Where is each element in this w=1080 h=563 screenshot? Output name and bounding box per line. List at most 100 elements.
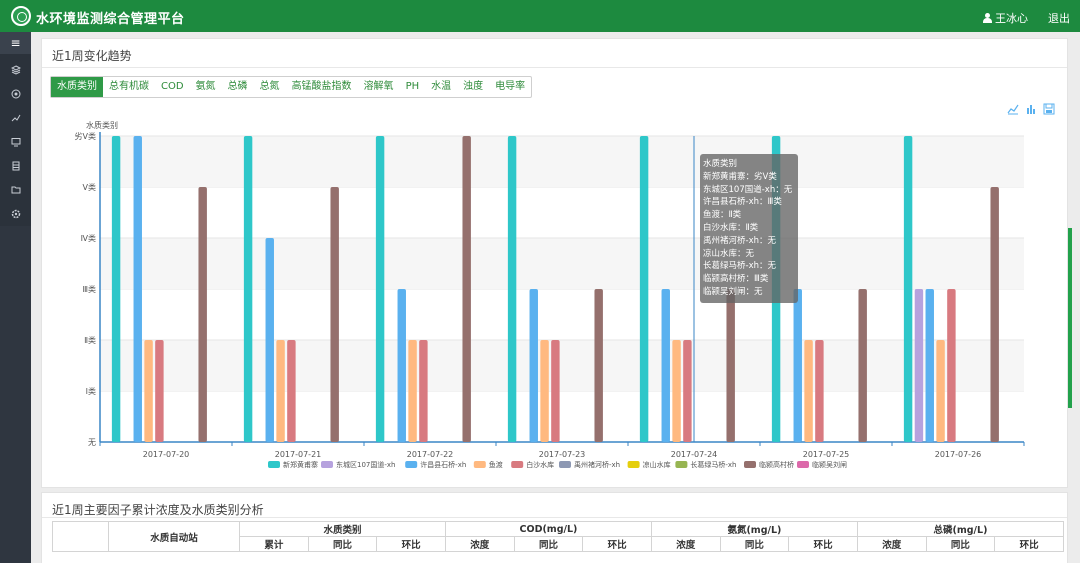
group-header: COD(mg/L) <box>444 521 652 537</box>
legend-swatch <box>559 461 571 468</box>
tab-10[interactable]: 浊度 <box>463 81 484 92</box>
divider <box>42 67 1067 68</box>
x-tick-label: 2017-07-23 <box>539 450 586 459</box>
x-tick-label: 2017-07-20 <box>143 450 190 459</box>
summary-panel: 近1周主要因子累计浓度及水质类别分析 水质自动站 水质类别 COD(mg/L) 氨氮(… <box>41 492 1068 563</box>
chart-tooltip: 水质类别 新郑黄甫寨：劣Ⅴ类 东城区107国道-xh：无 许昌县石桥-xh：Ⅲ类 鱼渡… <box>700 154 798 303</box>
sub-header: 浓度 <box>444 536 515 552</box>
legend-label: 禹州褚河桥-xh <box>574 460 620 469</box>
table-corner-cell <box>52 521 109 552</box>
legend-label: 鱼渡 <box>489 460 503 469</box>
menu-toggle-icon[interactable]: ≡ <box>0 32 31 54</box>
sub-header: 环比 <box>582 536 652 552</box>
group-header: 总磷(mg/L) <box>856 521 1065 537</box>
chart-icon[interactable] <box>0 106 31 130</box>
bar <box>265 238 274 442</box>
tab-3[interactable]: 氨氮 <box>195 81 216 92</box>
sub-header: 浓度 <box>856 536 927 552</box>
tooltip-line: 临颍吴刘闸：无 <box>703 286 763 297</box>
tab-7[interactable]: 溶解氧 <box>363 81 394 92</box>
legend-label: 新郑黄甫寨 <box>283 460 318 469</box>
factor-tabs: 水质类别 总有机碳 COD 氨氮 总磷 总氮 高锰酸盐指数 溶解氧 PH 水温 浊度 电导率 <box>50 76 533 98</box>
bar <box>375 136 385 442</box>
y-tick-label: Ⅰ类 <box>86 386 96 396</box>
sub-header: 同比 <box>719 536 790 552</box>
database-icon[interactable] <box>0 154 31 178</box>
tooltip-line: 凉山水库：无 <box>703 248 755 259</box>
bar <box>276 340 285 442</box>
save-image-icon[interactable] <box>1043 103 1055 115</box>
sub-header: 累计 <box>239 536 309 552</box>
tab-8[interactable]: PH <box>405 81 420 92</box>
bar <box>551 340 560 442</box>
bar <box>243 136 253 442</box>
user-name: 王冰心 <box>995 12 1028 25</box>
user-menu[interactable]: 王冰心 <box>983 10 1028 26</box>
bar <box>793 289 802 442</box>
y-tick-label: Ⅴ类 <box>83 182 96 192</box>
user-icon <box>983 13 992 23</box>
globe-icon[interactable] <box>0 82 31 106</box>
station-header: 水质自动站 <box>108 521 240 552</box>
y-tick-label: Ⅱ类 <box>84 335 96 345</box>
legend-swatch <box>268 461 280 468</box>
legend-label: 凉山水库 <box>643 460 671 469</box>
trend-panel-title: 近1周变化趋势 <box>52 49 132 63</box>
tab-1[interactable]: 总有机碳 <box>109 81 149 92</box>
tooltip-line: 禹州褚河桥-xh：无 <box>703 235 776 246</box>
sub-header: 同比 <box>513 536 584 552</box>
grid-band <box>100 136 1024 187</box>
bar-chart-icon[interactable] <box>1025 103 1037 115</box>
legend-label: 临颍高村桥 <box>759 460 794 469</box>
folder-icon[interactable] <box>0 178 31 202</box>
y-axis-label: 水质类别 <box>86 120 118 130</box>
legend-label: 临颍吴刘闸 <box>812 460 847 469</box>
tab-0[interactable]: 水质类别 <box>51 77 103 97</box>
x-tick-label: 2017-07-24 <box>671 450 718 459</box>
trend-panel: 近1周变化趋势 水质类别 总有机碳 COD 氨氮 总磷 总氮 高锰酸盐指数 溶解氧 PH 水温 浊度… <box>41 38 1068 488</box>
tooltip-line: 临颍高村桥：Ⅲ类 <box>703 274 769 285</box>
sub-header: 同比 <box>307 536 378 552</box>
sub-header: 环比 <box>994 536 1064 552</box>
tab-5[interactable]: 总氮 <box>259 81 280 92</box>
tooltip-line: 许昌县石桥-xh：Ⅲ类 <box>703 197 782 208</box>
logout-button[interactable]: 退出 <box>1048 12 1070 25</box>
bar <box>144 340 153 442</box>
sidebar: ≡ <box>0 32 31 563</box>
tooltip-line: 白沙水库：Ⅱ类 <box>703 222 759 233</box>
sub-header: 环比 <box>788 536 858 552</box>
sub-header: 环比 <box>376 536 446 552</box>
page-scrollbar[interactable] <box>1068 228 1072 408</box>
line-chart-icon[interactable] <box>1007 103 1019 115</box>
legend-swatch <box>321 461 333 468</box>
bar <box>925 289 934 442</box>
bar <box>408 340 417 442</box>
bar <box>726 289 735 442</box>
bar <box>815 340 824 442</box>
y-tick-label: 劣Ⅴ类 <box>75 131 96 141</box>
sub-header: 同比 <box>925 536 996 552</box>
tooltip-title: 水质类别 <box>703 159 738 169</box>
divider <box>42 517 1067 518</box>
legend-label: 白沙水库 <box>526 460 554 469</box>
legend-label: 许昌县石桥-xh <box>420 460 466 469</box>
main-content: 近1周变化趋势 水质类别 总有机碳 COD 氨氮 总磷 总氮 高锰酸盐指数 溶解氧 PH 水温 浊度… <box>36 32 1072 563</box>
summary-panel-title: 近1周主要因子累计浓度及水质类别分析 <box>52 503 264 517</box>
tab-6[interactable]: 高锰酸盐指数 <box>291 81 352 92</box>
legend-swatch <box>405 461 418 468</box>
tab-11[interactable]: 电导率 <box>495 81 526 92</box>
x-tick-label: 2017-07-21 <box>275 450 322 459</box>
monitor-icon[interactable] <box>0 130 31 154</box>
bar <box>683 340 692 442</box>
bar <box>111 136 121 442</box>
layers-icon[interactable] <box>0 58 31 82</box>
bar <box>661 289 670 442</box>
tab-4[interactable]: 总磷 <box>227 81 248 92</box>
legend-swatch <box>511 461 524 468</box>
settings-icon[interactable] <box>0 202 31 226</box>
bar <box>540 340 549 442</box>
x-tick-label: 2017-07-25 <box>803 450 850 459</box>
tab-2[interactable]: COD <box>161 81 184 92</box>
bar <box>507 136 517 442</box>
tab-9[interactable]: 水温 <box>431 81 452 92</box>
